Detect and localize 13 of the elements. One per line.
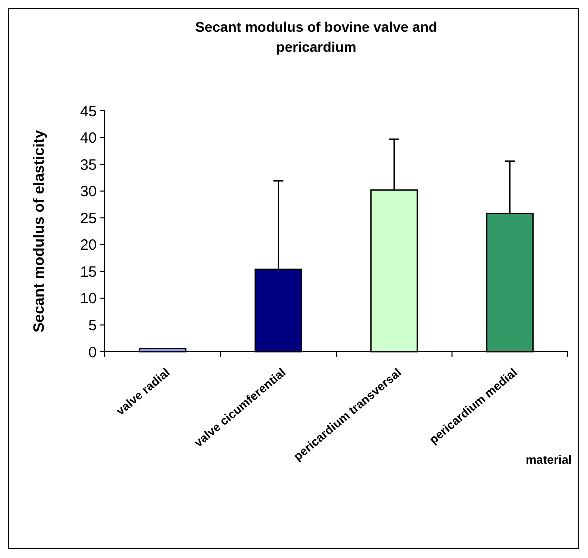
y-tick-label: 20	[80, 237, 97, 254]
x-axis-title: material	[526, 453, 572, 467]
y-tick-label: 15	[80, 264, 97, 281]
y-tick-label: 5	[88, 317, 97, 334]
y-tick-label: 30	[80, 184, 97, 201]
y-tick-label: 35	[80, 156, 97, 174]
y-axis-title: Secant modulus of elasticity	[31, 130, 48, 333]
y-tick-label: 0	[88, 344, 97, 362]
y-tick-label: 45	[80, 103, 97, 120]
chart-title: Secant modulus of bovine valve and pericardium	[196, 19, 438, 55]
y-tick-label: 10	[80, 290, 97, 308]
y-tick-label: 40	[80, 130, 97, 148]
y-tick-label: 25	[80, 210, 97, 228]
